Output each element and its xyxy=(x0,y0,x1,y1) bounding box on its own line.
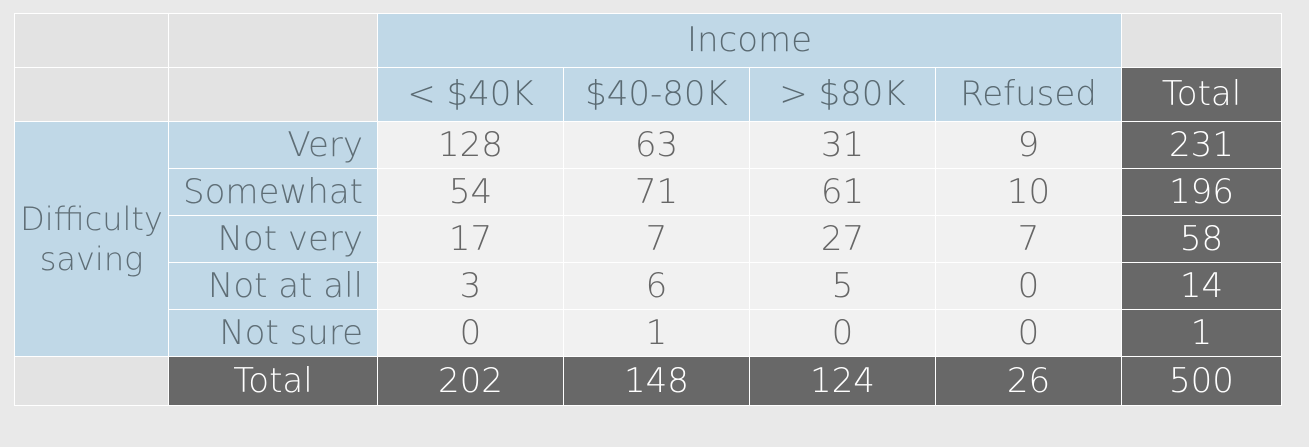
row-total-cell: 196 xyxy=(1121,168,1282,216)
column-total-cell: 202 xyxy=(377,356,564,406)
table-cell: 17 xyxy=(377,215,564,263)
table-cell: 5 xyxy=(749,262,936,310)
grand-total-cell: 500 xyxy=(1121,356,1282,406)
table-cell: 0 xyxy=(935,262,1122,310)
row-header: Very xyxy=(168,121,378,169)
header-row-group: Income xyxy=(14,13,1282,68)
table-cell: 7 xyxy=(563,215,750,263)
table-cell: 9 xyxy=(935,121,1122,169)
table-cell: 3 xyxy=(377,262,564,310)
table-cell: 128 xyxy=(377,121,564,169)
column-header: $40-80K xyxy=(563,67,750,122)
total-column-header: Total xyxy=(1121,67,1282,122)
row-header: Not very xyxy=(168,215,378,263)
row-total-cell: 58 xyxy=(1121,215,1282,263)
table-cell: 31 xyxy=(749,121,936,169)
row-total-cell: 1 xyxy=(1121,309,1282,357)
row-total-cell: 231 xyxy=(1121,121,1282,169)
column-total-cell: 124 xyxy=(749,356,936,406)
corner-cell xyxy=(1121,13,1282,68)
row-header: Not at all xyxy=(168,262,378,310)
table-cell: 0 xyxy=(935,309,1122,357)
table-cell: 1 xyxy=(563,309,750,357)
row-total-cell: 14 xyxy=(1121,262,1282,310)
table-row: Not sure 0 1 0 0 1 xyxy=(15,309,1282,357)
row-header: Not sure xyxy=(168,309,378,357)
table-cell: 27 xyxy=(749,215,936,263)
table-cell: 71 xyxy=(563,168,750,216)
corner-cell xyxy=(168,13,378,68)
table-cell: 63 xyxy=(563,121,750,169)
table-cell: 61 xyxy=(749,168,936,216)
table-cell: 0 xyxy=(377,309,564,357)
corner-cell xyxy=(14,356,169,406)
contingency-table-wrapper: Income < $40K $40-80K > $80K Refused Tot… xyxy=(14,13,1282,406)
table-row: Not at all 3 6 5 0 14 xyxy=(15,262,1282,310)
corner-cell xyxy=(168,67,378,122)
corner-cell xyxy=(14,67,169,122)
column-header: < $40K xyxy=(377,67,564,122)
row-group-header: Difficulty saving xyxy=(14,121,169,357)
column-header: Refused xyxy=(935,67,1122,122)
table-cell: 54 xyxy=(377,168,564,216)
column-header: > $80K xyxy=(749,67,936,122)
table-row: Not very 17 7 27 7 58 xyxy=(15,215,1282,263)
table-row: Somewhat 54 71 61 10 196 xyxy=(15,168,1282,216)
total-row-header: Total xyxy=(168,356,378,406)
column-total-cell: 26 xyxy=(935,356,1122,406)
table-row: Difficulty saving Very 128 63 31 9 231 xyxy=(14,121,1282,357)
contingency-table: Income < $40K $40-80K > $80K Refused Tot… xyxy=(14,13,1282,406)
row-header: Somewhat xyxy=(168,168,378,216)
total-row: Total 202 148 124 26 500 xyxy=(14,356,1282,406)
table-cell: 6 xyxy=(563,262,750,310)
table-cell: 0 xyxy=(749,309,936,357)
table-cell: 7 xyxy=(935,215,1122,263)
header-row-columns: < $40K $40-80K > $80K Refused Total xyxy=(14,67,1282,122)
table-cell: 10 xyxy=(935,168,1122,216)
corner-cell xyxy=(14,13,169,68)
column-group-header: Income xyxy=(377,13,1122,68)
column-total-cell: 148 xyxy=(563,356,750,406)
